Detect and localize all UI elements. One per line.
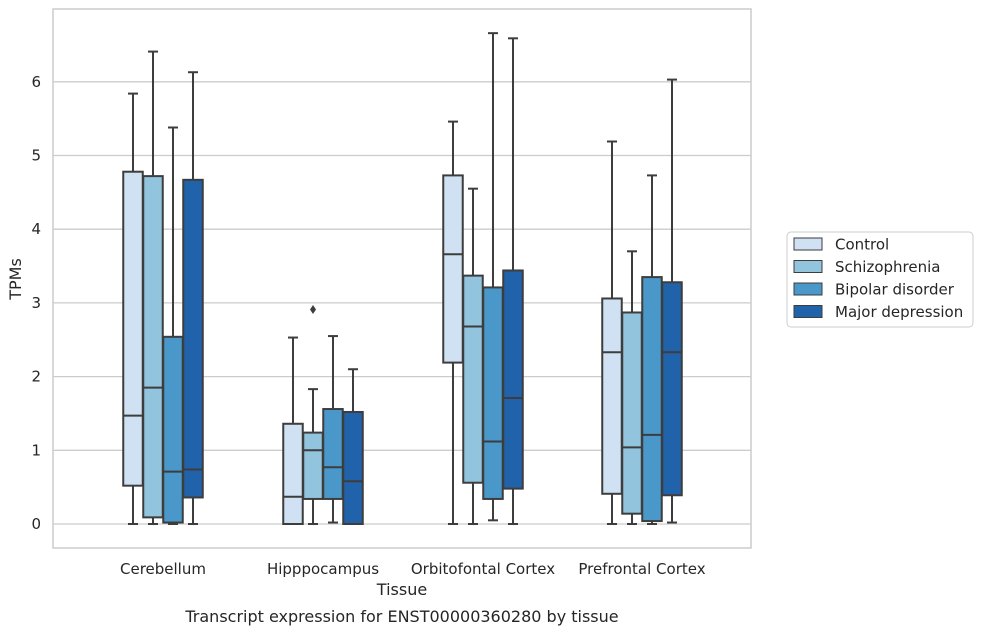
box-cerebellum-schizophrenia bbox=[142, 50, 164, 525]
box-iqr bbox=[621, 311, 643, 515]
legend-label: Bipolar disorder bbox=[835, 281, 955, 299]
legend-item-bipolar-disorder: Bipolar disorder bbox=[793, 281, 955, 299]
box-iqr bbox=[122, 170, 144, 487]
y-tick-label-0: 0 bbox=[31, 515, 41, 533]
box-orbitofontal-cortex-schizophrenia bbox=[462, 187, 484, 525]
box-iqr bbox=[182, 178, 204, 499]
box-iqr bbox=[162, 335, 184, 524]
box-iqr bbox=[661, 281, 683, 497]
box-iqr bbox=[442, 174, 464, 364]
boxes bbox=[122, 32, 683, 526]
chart-caption: Transcript expression for ENST0000036028… bbox=[184, 607, 618, 626]
legend-frame bbox=[786, 231, 974, 328]
y-tick-label-6: 6 bbox=[31, 73, 41, 91]
x-axis-title: Tissue bbox=[376, 580, 427, 599]
box-iqr bbox=[502, 269, 524, 490]
y-axis-title: TPMs bbox=[6, 258, 25, 301]
box-prefrontal-cortex-schizophrenia bbox=[621, 250, 643, 525]
x-tick-label-hipppocampus: Hipppocampus bbox=[267, 560, 379, 578]
legend-swatch bbox=[793, 260, 823, 273]
legend-label: Schizophrenia bbox=[835, 258, 940, 276]
y-tick-label-5: 5 bbox=[31, 147, 41, 165]
outlier-point bbox=[310, 305, 316, 315]
box-cerebellum-control bbox=[122, 92, 144, 525]
y-axis: 0 1 2 3 4 5 6 bbox=[31, 73, 41, 533]
box-orbitofontal-cortex-bipolar-disorder bbox=[482, 32, 504, 522]
box-prefrontal-cortex-bipolar-disorder bbox=[641, 174, 663, 525]
box-orbitofontal-cortex-control bbox=[442, 120, 464, 525]
box-prefrontal-cortex-major-depression bbox=[661, 78, 683, 524]
y-tick-label-4: 4 bbox=[31, 220, 41, 238]
y-tick-label-3: 3 bbox=[31, 294, 41, 312]
box-iqr bbox=[462, 274, 484, 484]
box-hipppocampus-control bbox=[282, 336, 304, 526]
y-tick-label-1: 1 bbox=[31, 441, 41, 459]
box-cerebellum-major-depression bbox=[182, 71, 204, 525]
box-prefrontal-cortex-control bbox=[601, 140, 623, 525]
box-iqr bbox=[601, 297, 623, 495]
y-tick-label-2: 2 bbox=[31, 368, 41, 386]
x-tick-label-orbitofontal-cortex: Orbitofontal Cortex bbox=[411, 560, 555, 578]
legend-item-major-depression: Major depression bbox=[793, 303, 963, 321]
box-iqr bbox=[322, 408, 344, 500]
box-hipppocampus-bipolar-disorder bbox=[322, 335, 344, 524]
box-orbitofontal-cortex-major-depression bbox=[502, 37, 524, 525]
plot-area bbox=[52, 8, 752, 549]
x-axis: Cerebellum Hipppocampus Orbitofontal Corte… bbox=[120, 560, 706, 578]
legend-swatch bbox=[793, 305, 823, 318]
x-tick-label-cerebellum: Cerebellum bbox=[120, 560, 206, 578]
box-hipppocampus-schizophrenia bbox=[302, 305, 324, 525]
box-iqr bbox=[302, 431, 324, 500]
legend-label: Control bbox=[835, 236, 889, 254]
legend-item-schizophrenia: Schizophrenia bbox=[793, 258, 940, 276]
legend-item-control: Control bbox=[793, 236, 889, 254]
box-iqr bbox=[342, 410, 364, 526]
box-hipppocampus-major-depression bbox=[342, 368, 364, 526]
box-cerebellum-bipolar-disorder bbox=[162, 126, 184, 525]
legend-swatch bbox=[793, 237, 823, 251]
box-iqr bbox=[482, 286, 504, 500]
legend: Control Schizophrenia Bipolar disorder Majo… bbox=[786, 231, 974, 328]
legend-label: Major depression bbox=[835, 303, 963, 321]
box-iqr bbox=[142, 175, 164, 519]
legend-swatch bbox=[793, 282, 823, 296]
box-iqr bbox=[282, 422, 304, 526]
x-tick-label-prefrontal-cortex: Prefrontal Cortex bbox=[578, 560, 705, 578]
box-iqr bbox=[641, 276, 663, 523]
